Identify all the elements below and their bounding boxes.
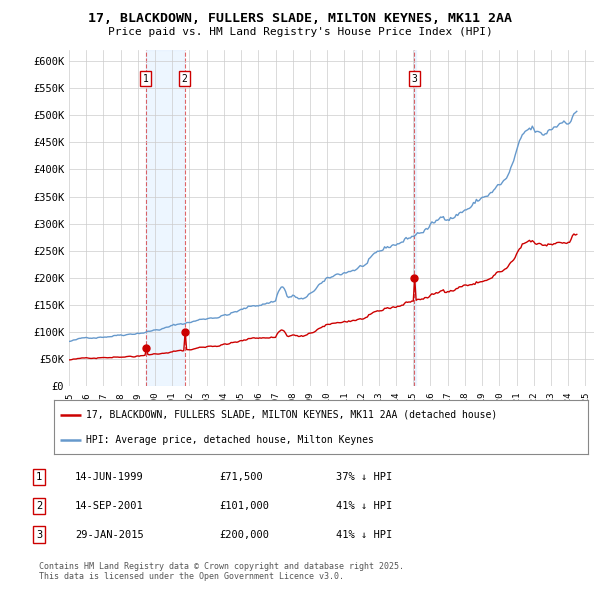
Text: 2: 2 [36, 501, 42, 510]
Text: 3: 3 [36, 530, 42, 539]
Text: HPI: Average price, detached house, Milton Keynes: HPI: Average price, detached house, Milt… [86, 435, 374, 445]
Text: £101,000: £101,000 [219, 501, 269, 510]
Text: 1: 1 [143, 74, 149, 84]
Text: 41% ↓ HPI: 41% ↓ HPI [336, 501, 392, 510]
Text: 29-JAN-2015: 29-JAN-2015 [75, 530, 144, 539]
Text: 14-JUN-1999: 14-JUN-1999 [75, 472, 144, 481]
Text: 17, BLACKDOWN, FULLERS SLADE, MILTON KEYNES, MK11 2AA: 17, BLACKDOWN, FULLERS SLADE, MILTON KEY… [88, 12, 512, 25]
Text: Price paid vs. HM Land Registry's House Price Index (HPI): Price paid vs. HM Land Registry's House … [107, 27, 493, 37]
Text: 41% ↓ HPI: 41% ↓ HPI [336, 530, 392, 539]
Text: 1: 1 [36, 472, 42, 481]
Text: £71,500: £71,500 [219, 472, 263, 481]
Text: 37% ↓ HPI: 37% ↓ HPI [336, 472, 392, 481]
Text: Contains HM Land Registry data © Crown copyright and database right 2025.
This d: Contains HM Land Registry data © Crown c… [39, 562, 404, 581]
Text: 14-SEP-2001: 14-SEP-2001 [75, 501, 144, 510]
Bar [415, 50, 416, 386]
Bar [146, 50, 184, 386]
Text: 2: 2 [182, 74, 187, 84]
Text: 3: 3 [412, 74, 418, 84]
Text: 17, BLACKDOWN, FULLERS SLADE, MILTON KEYNES, MK11 2AA (detached house): 17, BLACKDOWN, FULLERS SLADE, MILTON KEY… [86, 409, 497, 419]
Text: £200,000: £200,000 [219, 530, 269, 539]
